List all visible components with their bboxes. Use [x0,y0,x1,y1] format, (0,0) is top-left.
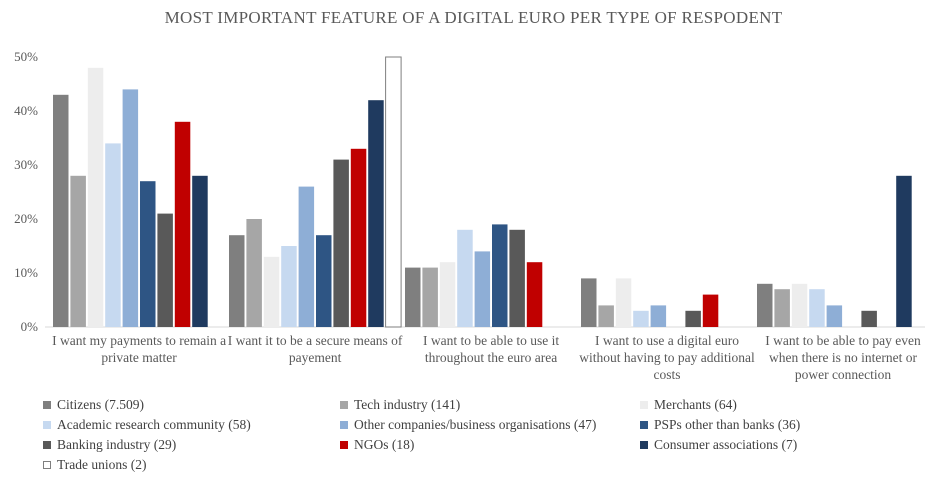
legend-label: Tech industry (141) [354,397,461,412]
bar [896,175,912,327]
bar [509,229,525,327]
bar [861,310,877,327]
legend-item: Tech industry (141) [340,397,460,413]
bar [439,262,456,327]
legend-swatch [640,401,648,409]
bar [457,229,473,327]
y-tick-label: 20% [14,211,38,226]
bar [826,305,843,327]
x-category-label: private matter [101,350,177,365]
bar [702,294,719,327]
bar [581,278,597,327]
bar [809,289,825,327]
legend-label: Consumer associations (7) [654,437,798,452]
bar [157,213,173,327]
bar [492,224,508,327]
y-tick-label: 10% [14,265,38,280]
x-category-label: I want my payments to remain a [52,333,226,348]
bar [229,235,245,327]
legend-item: Other companies/business organisations (… [340,417,596,433]
legend-item: Academic research community (58) [43,417,251,433]
legend-label: NGOs (18) [354,437,415,452]
bar [105,143,121,327]
legend-swatch [43,461,51,469]
x-category-label: when there is no internet or [769,350,918,365]
y-tick-label: 50% [14,49,38,64]
legend-item: NGOs (18) [340,437,414,453]
x-category-label: costs [654,367,681,382]
bar [298,186,315,327]
bar [385,56,402,328]
legend-swatch [340,401,348,409]
x-category-label: payement [289,350,342,365]
bar [368,100,384,327]
legend-label: Citizens (7.509) [57,397,144,412]
bar [87,67,104,328]
x-category-label: power connection [795,367,892,382]
legend-item: Trade unions (2) [43,457,147,473]
bar [405,267,421,327]
legend-label: PSPs other than banks (36) [654,417,801,432]
bar [174,121,191,327]
legend-item: Consumer associations (7) [640,437,797,453]
bar [526,262,543,327]
x-category-label: I want to be able to pay even [765,333,921,348]
bar [791,283,808,327]
y-tick-label: 30% [14,157,38,172]
bar [685,310,701,327]
bar [422,267,438,327]
legend-swatch [640,441,648,449]
bar [122,89,139,328]
bar [316,235,332,327]
bar [650,305,667,327]
bar [263,256,280,327]
chart-title: MOST IMPORTANT FEATURE OF A DIGITAL EURO… [164,8,783,27]
legend-swatch [43,401,51,409]
y-tick-label: 40% [14,103,38,118]
bar [281,246,297,327]
bar [192,175,208,327]
legend-swatch [340,421,348,429]
y-tick-label: 0% [21,319,39,334]
x-category-label: I want to use a digital euro [595,333,739,348]
legend-swatch [43,441,51,449]
legend-swatch [340,441,348,449]
legend-item: PSPs other than banks (36) [640,417,800,433]
bar [598,305,614,327]
legend-swatch [43,421,51,429]
legend-label: Trade unions (2) [57,457,147,472]
bar [140,181,156,327]
x-category-label: I want to be able to use it [423,333,559,348]
legend-swatch [640,421,648,429]
bar [246,219,262,327]
bar [633,310,649,327]
bar [757,283,773,327]
legend-label: Academic research community (58) [57,417,251,432]
bar [333,159,349,327]
x-category-label: throughout the euro area [425,350,557,365]
bar [474,251,491,327]
legend-label: Other companies/business organisations (… [354,417,597,432]
bar [70,175,86,327]
x-category-label: I want it to be a secure means of [228,333,403,348]
legend-item: Banking industry (29) [43,437,176,453]
bar [350,148,367,327]
legend-item: Citizens (7.509) [43,397,144,413]
bar [53,94,69,327]
legend-item: Merchants (64) [640,397,737,413]
x-category-label: without having to pay additional [579,350,755,365]
legend-label: Merchants (64) [654,397,737,412]
bar [774,289,790,327]
bar [615,278,632,327]
legend-label: Banking industry (29) [57,437,177,452]
